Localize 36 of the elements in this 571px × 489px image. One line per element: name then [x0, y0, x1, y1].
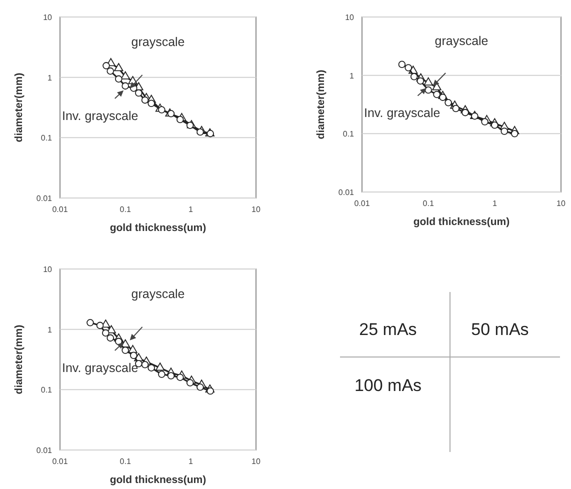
x-tick-label: 1	[492, 199, 498, 208]
x-tick-label: 10	[252, 457, 261, 466]
y-tick-label: 10	[345, 13, 355, 22]
y-tick-label: 0.01	[36, 446, 53, 455]
text: grayscale	[434, 34, 488, 48]
x-axis-title: gold thickness(um)	[110, 474, 206, 486]
y-tick-label: 0.01	[338, 188, 355, 197]
y-tick-label: 1	[48, 325, 53, 334]
x-axis-title: gold thickness(um)	[110, 222, 206, 234]
y-tick-label: 0.1	[40, 386, 53, 395]
y-tick-label: 1	[350, 71, 355, 80]
text: 50 mAs	[471, 320, 529, 339]
series-label: Inv. grayscale	[62, 361, 138, 376]
y-axis-title: diameter(mm)	[13, 72, 25, 142]
y-tick-label: 0.1	[40, 134, 53, 143]
y-tick-label: 1	[48, 73, 53, 82]
x-tick-label: 0.1	[120, 457, 132, 466]
text: 25 mAs	[359, 320, 417, 339]
y-axis-title: diameter(mm)	[13, 324, 25, 394]
x-tick-label: 0.1	[422, 199, 434, 208]
y-tick-label: 10	[43, 265, 53, 274]
x-axis-title: gold thickness(um)	[413, 216, 510, 228]
x-tick-label: 10	[252, 205, 261, 214]
x-tick-label: 1	[188, 205, 194, 214]
y-axis-title: diameter(mm)	[315, 70, 327, 140]
y-tick-label: 10	[43, 13, 53, 22]
series-label: grayscale	[131, 34, 185, 49]
y-tick-label: 0.1	[342, 130, 355, 139]
x-tick-label: 1	[188, 457, 194, 466]
series-label: Inv. grayscale	[62, 109, 138, 124]
text: 100 mAs	[354, 376, 422, 395]
x-tick-label: 0.1	[120, 205, 132, 214]
x-tick-label: 10	[556, 199, 566, 208]
series-label: Inv. grayscale	[364, 106, 440, 120]
x-tick-label: 0.01	[354, 199, 370, 208]
text: grayscale	[131, 286, 185, 301]
